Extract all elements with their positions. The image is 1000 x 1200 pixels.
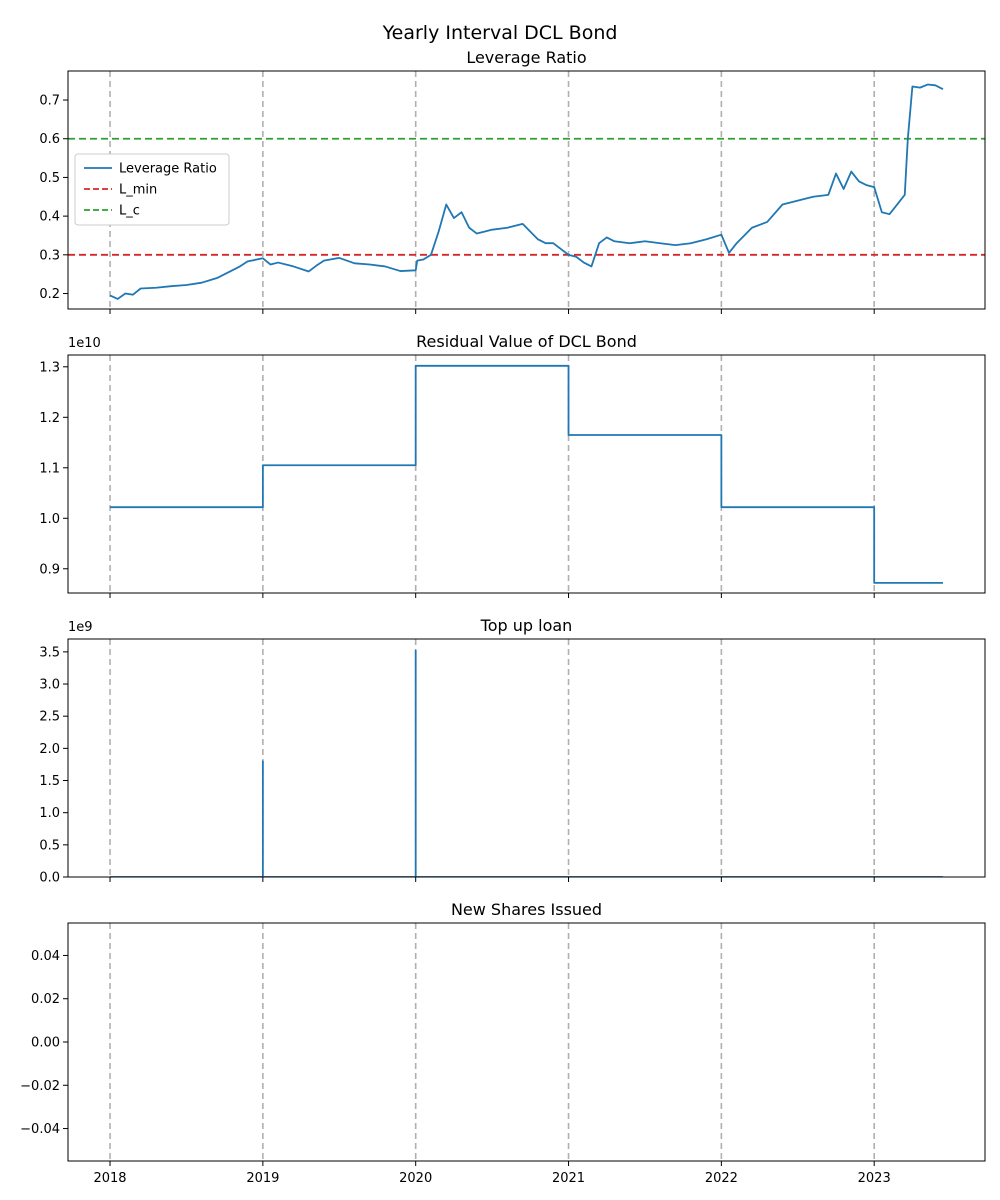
plot-area — [68, 71, 985, 309]
y-tick-label: 3.5 — [39, 645, 60, 660]
y-tick-label: 0.0 — [39, 871, 60, 886]
panel-title: Leverage Ratio — [466, 48, 586, 67]
panel-title: New Shares Issued — [451, 900, 602, 919]
series-line — [110, 649, 943, 877]
panel-title: Residual Value of DCL Bond — [416, 332, 637, 351]
y-tick-label: 2.0 — [39, 742, 60, 757]
y-tick-label: −0.04 — [20, 1122, 60, 1137]
axes-frame — [67, 70, 986, 310]
y-tick-label: 0.3 — [39, 248, 60, 263]
x-tick-label: 2020 — [399, 1171, 432, 1186]
x-tick-label: 2019 — [246, 1171, 279, 1186]
x-tick-label: 2023 — [858, 1171, 891, 1186]
legend-label: L_min — [119, 183, 157, 198]
y-tick-label: 0.5 — [39, 171, 60, 186]
y-offset-label: 1e9 — [68, 620, 93, 635]
y-tick-label: 1.2 — [39, 411, 60, 426]
panel-4: New Shares Issued −0.04 −0.02 0.00 0.02 0.04 2… — [20, 900, 986, 1186]
y-tick-label: 0.00 — [31, 1036, 60, 1051]
y-tick-label: 0.02 — [31, 992, 60, 1007]
y-tick-label: 0.4 — [39, 210, 60, 225]
legend: Leverage Ratio L_min L_c — [74, 153, 230, 226]
panels: Leverage Ratio 0.2 0.3 0.4 0.5 0.6 0.7 Leverage… — [20, 48, 986, 1186]
y-tick-label: 2.5 — [39, 710, 60, 725]
panel-3: Top up loan 1e9 0.0 0.5 1.0 1.5 2.0 2.5 3.0 3.5 — [39, 616, 986, 886]
plot-area — [109, 639, 943, 877]
x-tick-label: 2021 — [552, 1171, 585, 1186]
y-tick-label: 1.0 — [39, 806, 60, 821]
axes-frame — [67, 638, 986, 878]
x-tick-label: 2022 — [705, 1171, 738, 1186]
y-tick-label: 1.1 — [39, 461, 60, 476]
y-tick-label: −0.02 — [20, 1079, 60, 1094]
y-tick-label: 1.0 — [39, 512, 60, 527]
y-tick-label: 3.0 — [39, 678, 60, 693]
y-tick-label: 0.5 — [39, 838, 60, 853]
legend-box — [74, 153, 230, 226]
y-tick-label: 0.9 — [39, 562, 60, 577]
series-line — [110, 364, 943, 584]
series-line — [109, 83, 944, 300]
panel-title: Top up loan — [480, 616, 573, 635]
x-tick-label: 2018 — [93, 1171, 126, 1186]
legend-label: Leverage Ratio — [119, 162, 217, 177]
figure-title: Yearly Interval DCL Bond — [382, 22, 618, 44]
legend-label: L_c — [119, 204, 140, 219]
plot-area — [109, 355, 943, 593]
y-tick-label: 0.6 — [39, 132, 60, 147]
y-tick-label: 1.5 — [39, 774, 60, 789]
y-tick-label: 0.04 — [31, 949, 60, 964]
panel-1: Leverage Ratio 0.2 0.3 0.4 0.5 0.6 0.7 Leverage… — [39, 48, 986, 314]
y-tick-label: 0.2 — [39, 287, 60, 302]
y-offset-label: 1e10 — [68, 336, 101, 351]
axes-frame — [67, 354, 986, 594]
y-tick-label: 0.7 — [39, 94, 60, 109]
panel-2: Residual Value of DCL Bond 1e10 0.9 1.0 1.1 1… — [39, 332, 986, 598]
y-tick-label: 1.3 — [39, 360, 60, 375]
